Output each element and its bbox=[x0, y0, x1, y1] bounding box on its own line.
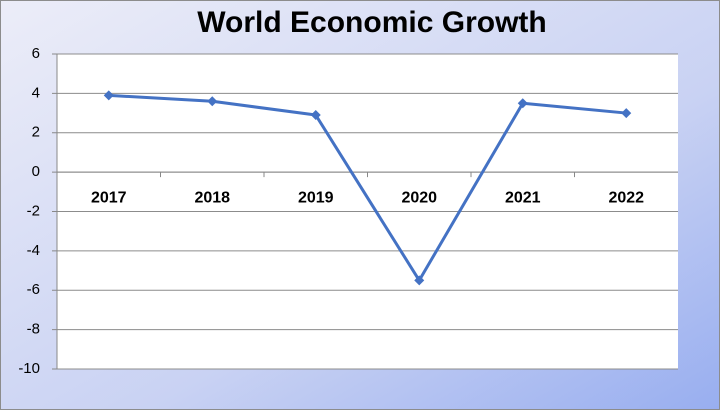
y-tick-label: 0 bbox=[32, 163, 40, 180]
series-line bbox=[108, 93, 627, 282]
x-tick-label: 2018 bbox=[194, 189, 230, 206]
data-point bbox=[517, 98, 528, 109]
y-tick-label: -10 bbox=[18, 360, 40, 377]
y-tick-label: 4 bbox=[32, 84, 40, 101]
x-tick-label: 2020 bbox=[401, 189, 437, 206]
y-tick-label: 2 bbox=[32, 124, 40, 141]
data-point bbox=[414, 275, 425, 286]
data-point bbox=[310, 110, 321, 121]
data-point bbox=[207, 96, 218, 107]
x-tick-label: 2022 bbox=[608, 189, 644, 206]
data-point bbox=[103, 90, 114, 101]
y-tick-label: 6 bbox=[32, 45, 40, 62]
data-point bbox=[621, 108, 632, 119]
y-tick-label: -2 bbox=[27, 202, 40, 219]
chart-title: World Economic Growth bbox=[197, 6, 546, 39]
y-tick-label: -6 bbox=[27, 281, 40, 298]
x-tick-label: 2019 bbox=[298, 189, 334, 206]
x-tick-label: 2021 bbox=[505, 189, 541, 206]
x-tick-label: 2017 bbox=[91, 189, 127, 206]
y-tick-label: -4 bbox=[27, 242, 40, 259]
y-tick-label: -8 bbox=[27, 321, 40, 338]
